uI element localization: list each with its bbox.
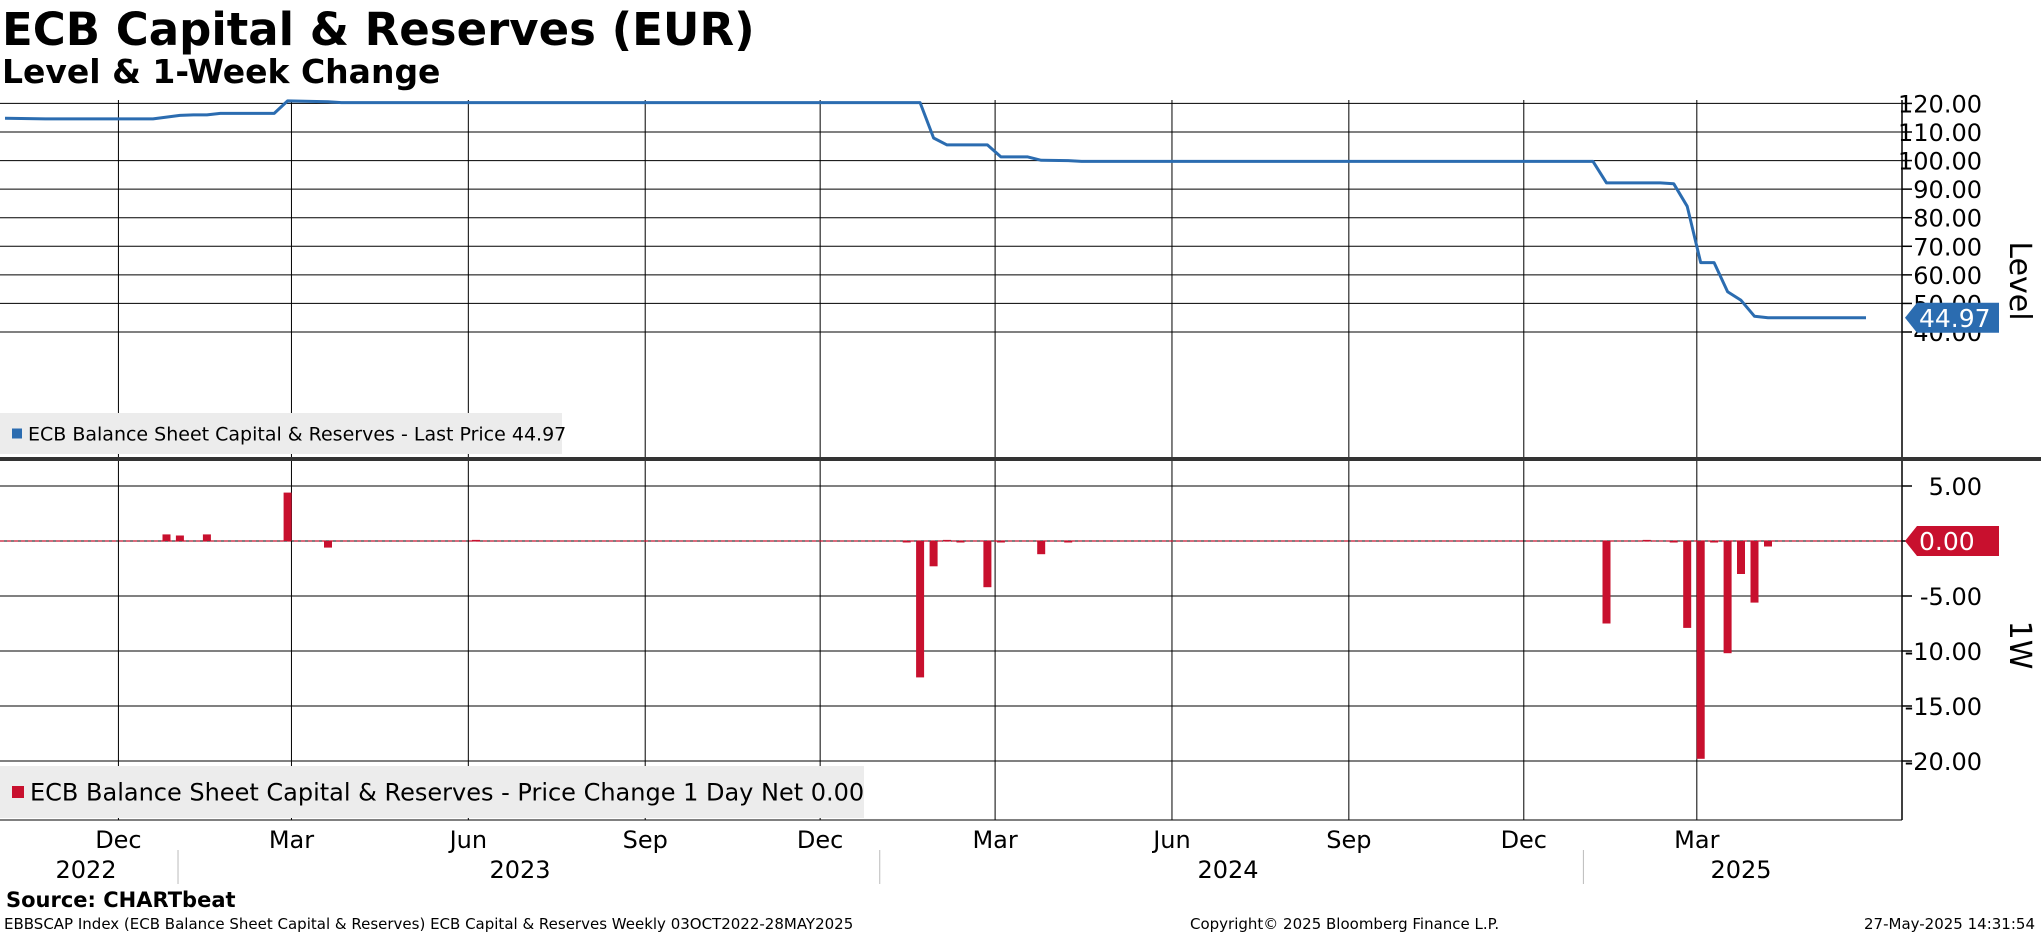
change-bar	[956, 541, 965, 543]
level-last-value-tag: 44.97	[1905, 302, 1999, 333]
change-last-value-tag-shape	[1905, 526, 1999, 556]
level-y-tick-label: 110.00	[1898, 119, 1982, 147]
change-y-tick-label: -10.00	[1905, 638, 1982, 666]
level-y-tick-label: 90.00	[1913, 176, 1982, 204]
change-bar	[1602, 541, 1611, 624]
axes: Dec Mar Jun Sep Dec Mar Jun Sep Dec Mar 2022 2023 20…	[0, 90, 1982, 884]
x-year-label-2023: 2023	[489, 856, 550, 884]
x-tick-label-sep: Sep	[1326, 826, 1371, 854]
change-bar	[902, 541, 911, 543]
level-y-tick-label: 100.00	[1898, 148, 1982, 176]
level-last-value-tag-text: 44.97	[1919, 304, 1991, 333]
level-last-value-tag-shape	[1905, 302, 1999, 333]
change-bars	[162, 492, 1772, 759]
change-bar	[1642, 539, 1651, 542]
x-year-label-2022: 2022	[55, 856, 116, 884]
level-y-tick-label: 120.00	[1898, 90, 1982, 118]
x-tick-label-mar: Mar	[1674, 826, 1719, 854]
chart-title: ECB Capital & Reserves (EUR)	[2, 3, 755, 56]
change-bar	[996, 541, 1005, 543]
level-legend-label: ECB Balance Sheet Capital & Reserves - L…	[28, 423, 566, 445]
footer-timestamp: 27-May-2025 14:31:54	[1864, 915, 2035, 933]
change-bar	[1723, 541, 1732, 654]
level-axis-title: Level	[2002, 241, 2037, 320]
x-tick-label-dec: Dec	[1501, 826, 1547, 854]
change-legend-box	[0, 766, 864, 818]
change-y-tick-label: -15.00	[1905, 693, 1982, 721]
change-bar	[162, 534, 171, 541]
change-last-value-tag: 0.00	[1905, 526, 1999, 556]
change-bar	[1037, 541, 1046, 555]
change-bar	[943, 539, 951, 542]
change-bar	[929, 541, 938, 567]
x-tick-label-sep: Sep	[623, 826, 668, 854]
level-y-tick-label: 80.00	[1913, 205, 1982, 233]
level-y-tick-label: 60.00	[1913, 262, 1982, 290]
change-bar	[1737, 541, 1745, 574]
change-legend: ECB Balance Sheet Capital & Reserves - P…	[0, 766, 864, 818]
grid-lines	[0, 100, 1902, 820]
change-y-tick-label: 5.00	[1929, 473, 1982, 501]
chart-subtitle: Level & 1-Week Change	[2, 52, 441, 91]
change-legend-swatch	[12, 786, 24, 798]
x-tick-label-dec: Dec	[797, 826, 843, 854]
change-y-tick-label: -5.00	[1920, 583, 1982, 611]
x-tick-label-mar: Mar	[972, 826, 1017, 854]
level-series-line	[4, 99, 1867, 320]
footer-copyright: Copyright© 2025 Bloomberg Finance L.P.	[1190, 915, 1500, 933]
change-bar	[1710, 541, 1719, 543]
x-tick-label-jun: Jun	[448, 826, 488, 854]
level-legend: ECB Balance Sheet Capital & Reserves - L…	[0, 413, 566, 454]
footer-description: EBBSCAP Index (ECB Balance Sheet Capital…	[4, 915, 854, 933]
source-label: Source: CHARTbeat	[6, 888, 236, 912]
change-bar	[202, 534, 211, 541]
change-y-tick-label: -20.00	[1905, 748, 1982, 776]
change-axis-title: 1W	[2002, 621, 2037, 670]
change-bar	[1764, 541, 1772, 547]
level-legend-box	[0, 413, 562, 454]
change-bar	[324, 541, 332, 548]
change-bar	[1696, 541, 1705, 759]
change-bar	[175, 535, 184, 541]
x-tick-label-jun: Jun	[1151, 826, 1191, 854]
change-bar	[283, 492, 292, 541]
change-bar	[1064, 541, 1073, 543]
level-y-tick-label: 70.00	[1913, 233, 1982, 261]
x-year-label-2024: 2024	[1197, 856, 1258, 884]
change-bar	[916, 541, 925, 678]
x-tick-label-dec: Dec	[95, 826, 141, 854]
change-bar	[1750, 541, 1759, 603]
change-bar	[983, 541, 992, 588]
change-bar	[1683, 541, 1692, 628]
x-year-label-2025: 2025	[1710, 856, 1771, 884]
panel-divider	[0, 457, 2041, 461]
change-bar	[472, 539, 480, 542]
change-bar	[1669, 541, 1678, 543]
level-legend-swatch	[12, 428, 22, 439]
change-last-value-tag-text: 0.00	[1919, 527, 1975, 556]
x-tick-label-mar: Mar	[269, 826, 314, 854]
change-legend-label: ECB Balance Sheet Capital & Reserves - P…	[30, 779, 864, 807]
